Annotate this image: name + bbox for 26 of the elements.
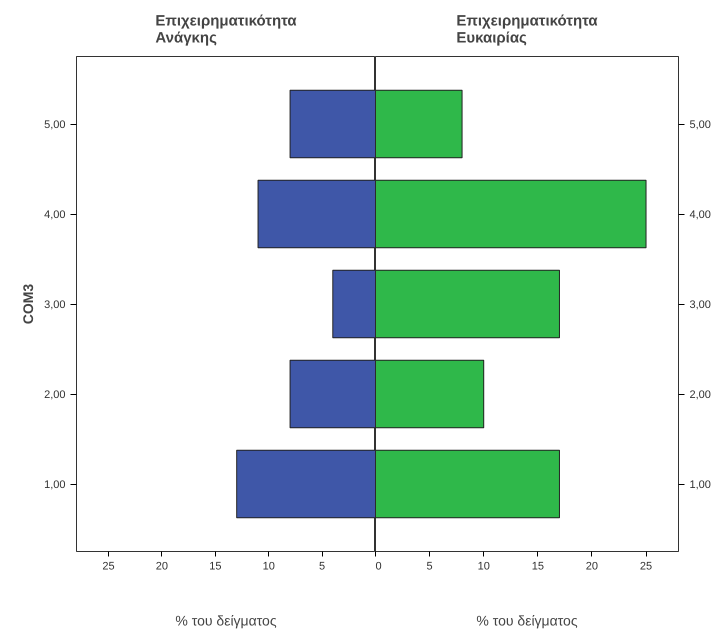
x-tick-label: 15	[209, 560, 222, 572]
chart-title: Επιχειρηματικότητα Ανάγκης	[155, 12, 298, 46]
x-tick-label: 5	[426, 560, 433, 572]
y-tick-label: 1,00	[44, 479, 66, 491]
y-tick-label: 3,00	[44, 299, 66, 311]
y-tick-label: 2,00	[44, 389, 66, 401]
y-tick-label: 4,00	[44, 209, 66, 221]
y-tick-label: 5,00	[44, 119, 66, 131]
y-axis-title: COM3	[20, 284, 36, 324]
x-tick-label: 5	[319, 560, 326, 572]
y-tick-label: 5,00	[690, 119, 711, 131]
y-tick-label: 4,00	[690, 209, 711, 221]
x-tick-label: 15	[532, 560, 544, 572]
y-tick-label: 3,00	[690, 299, 711, 311]
x-axis-title: % του δείγματος	[476, 612, 578, 628]
x-tick-label: 20	[156, 560, 168, 572]
y-tick-label: 1,00	[690, 479, 711, 491]
y-tick-label: 2,00	[690, 389, 711, 401]
x-tick-label: 10	[478, 560, 490, 572]
x-tick-label: 10	[262, 560, 275, 572]
x-tick-label: 25	[640, 560, 652, 572]
x-tick-label: 25	[102, 560, 115, 572]
x-tick-label: 0	[376, 560, 382, 572]
chart-title: Επιχειρηματικότητα Ευκαιρίας	[456, 12, 598, 46]
x-axis-title: % του δείγματος	[175, 612, 277, 628]
x-tick-label: 20	[586, 560, 598, 572]
